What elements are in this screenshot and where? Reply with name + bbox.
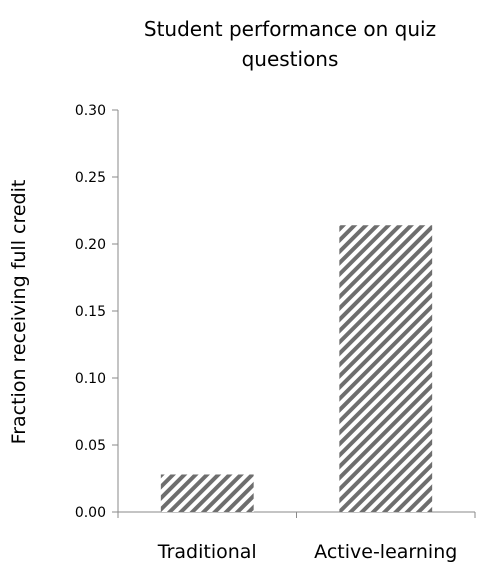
y-tick-label: 0.05: [75, 438, 106, 454]
bars-group: [117, 225, 476, 518]
y-axis-title: Fraction receiving full credit: [8, 180, 30, 445]
y-tick-label: 0.00: [75, 505, 106, 521]
chart-title-line-2: questions: [242, 47, 339, 71]
y-tick-label: 0.25: [75, 170, 106, 186]
y-tick-label: 0.10: [75, 371, 106, 387]
y-tick-label: 0.20: [75, 237, 106, 253]
y-tick-label: 0.15: [75, 304, 106, 320]
bar-active-learning: [339, 225, 433, 513]
y-tick-label: 0.30: [75, 103, 106, 119]
y-axis-ticks: 0.00 0.05 0.10 0.15 0.20 0.25 0.30: [75, 103, 118, 521]
category-labels: Traditional Active-learning: [157, 541, 458, 563]
x-category-label: Traditional: [157, 541, 257, 563]
chart-title-line-1: Student performance on quiz: [144, 17, 436, 41]
bar-traditional: [160, 474, 254, 512]
x-category-label: Active-learning: [314, 541, 457, 563]
